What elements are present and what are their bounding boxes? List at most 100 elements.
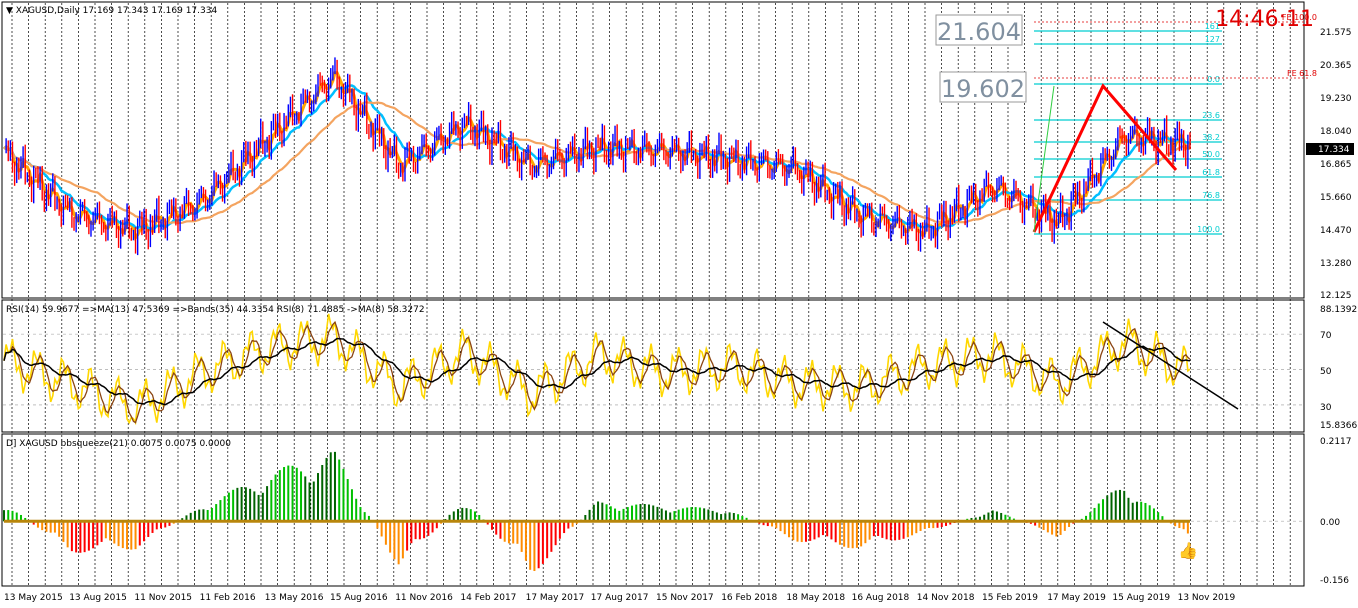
squeeze-bar — [1186, 521, 1189, 534]
squeeze-bar — [707, 509, 710, 522]
squeeze-bar — [367, 515, 370, 522]
rsi-lines — [3, 313, 1239, 426]
time-tick: 11 Feb 2016 — [200, 593, 256, 603]
squeeze-bar — [1148, 505, 1151, 522]
squeeze-bar — [406, 521, 409, 551]
squeeze-bar — [223, 496, 226, 522]
squeeze-bar — [431, 521, 434, 533]
squeeze-bar — [219, 500, 222, 522]
squeeze-bar — [830, 521, 833, 540]
period-separators — [3, 3, 1303, 585]
time-tick: 15 Aug 2019 — [1112, 593, 1170, 603]
price-tick: 16.865 — [1320, 160, 1352, 170]
squeeze-bar — [469, 509, 472, 522]
squeeze-bar — [894, 521, 897, 541]
squeeze-bar — [597, 501, 600, 522]
squeeze-bar — [113, 521, 116, 544]
squeeze-bar — [350, 489, 353, 522]
squeeze-bar — [804, 521, 807, 542]
squeeze-bar — [465, 508, 468, 522]
squeeze-bar — [533, 521, 536, 571]
squeeze-bar — [151, 521, 154, 533]
squeeze-tick: 0.2117 — [1320, 437, 1352, 447]
squeeze-bar — [15, 512, 18, 522]
squeeze-bar — [720, 514, 723, 522]
squeeze-bar — [278, 470, 281, 522]
squeeze-bar — [461, 507, 464, 522]
squeeze-bar — [236, 487, 239, 522]
time-tick: 17 May 2017 — [526, 593, 585, 603]
squeeze-bar — [1118, 489, 1121, 522]
squeeze-bar — [232, 489, 235, 522]
rsi-axis: 88.1392 70 50 30 15.8366 — [1320, 305, 1357, 431]
squeeze-bar — [1114, 490, 1117, 522]
squeeze-bar — [376, 521, 379, 529]
time-tick: 17 Aug 2017 — [591, 593, 649, 603]
thumbs-up-icon[interactable]: 👍 — [1178, 541, 1198, 560]
squeeze-bar — [643, 504, 646, 522]
squeeze-bar — [198, 509, 201, 522]
price-tick: 18.040 — [1320, 127, 1352, 137]
price-tick: 13.280 — [1320, 259, 1352, 269]
squeeze-bar — [1110, 492, 1113, 522]
squeeze-bar — [333, 451, 336, 522]
squeeze-bar — [779, 521, 782, 532]
squeeze-bar — [664, 510, 667, 522]
squeeze-bar — [134, 521, 137, 550]
squeeze-bar — [737, 514, 740, 522]
squeeze-bar — [138, 521, 141, 546]
squeeze-bar — [36, 521, 39, 528]
squeeze-bar — [605, 504, 608, 522]
fib-level-label: 23.6 — [1202, 111, 1220, 120]
squeeze-bar — [766, 521, 769, 527]
squeeze-header: D] XAGUSD bbsqueeze(21) 0.0075 0.0075 0.… — [6, 439, 231, 449]
squeeze-bar — [130, 521, 133, 550]
squeeze-bar — [626, 507, 629, 522]
squeeze-bar — [614, 508, 617, 522]
squeeze-bar — [741, 515, 744, 522]
squeeze-bar — [660, 508, 663, 522]
squeeze-bar — [809, 521, 812, 541]
squeeze-bar — [359, 507, 362, 522]
squeeze-bar — [410, 521, 413, 544]
squeeze-bar — [558, 521, 561, 539]
squeeze-bar — [588, 509, 591, 522]
squeeze-bar — [1135, 501, 1138, 522]
squeeze-bar — [62, 521, 65, 542]
squeeze-bar — [397, 521, 400, 565]
time-tick: 13 May 2015 — [4, 593, 63, 603]
squeeze-bar — [889, 521, 892, 541]
squeeze-bar — [834, 521, 837, 543]
rsi-tick: 15.8366 — [1320, 421, 1357, 431]
squeeze-bar — [826, 521, 829, 537]
squeeze-bar — [1161, 516, 1164, 522]
time-axis: 13 May 2015 13 Aug 2015 11 Nov 2015 11 Feb … — [4, 593, 1236, 603]
squeeze-bar — [495, 521, 498, 535]
rsi-tick: 30 — [1320, 403, 1332, 413]
fibonacci-levels: 161 127 0.0 23.6 38.2 50.0 61.8 76.8 100.0 — [1034, 21, 1310, 235]
time-tick: 14 Nov 2018 — [917, 593, 975, 603]
squeeze-bar — [202, 509, 205, 522]
squeeze-bar — [978, 516, 981, 522]
clock: 14:46:11 — [1215, 7, 1314, 32]
squeeze-bar — [58, 521, 61, 537]
squeeze-bar — [868, 521, 871, 540]
squeeze-bar — [215, 504, 218, 522]
squeeze-bar — [647, 504, 650, 522]
squeeze-bar — [694, 507, 697, 522]
squeeze-bar — [121, 521, 124, 549]
squeeze-bar — [677, 509, 680, 522]
squeeze-bar — [639, 504, 642, 522]
squeeze-bar — [41, 521, 44, 531]
squeeze-bar — [529, 521, 532, 570]
squeeze-bar — [860, 521, 863, 547]
squeeze-bar — [210, 507, 213, 522]
squeeze-bar — [546, 521, 549, 559]
squeeze-bar — [261, 492, 264, 522]
squeeze-bar — [936, 521, 939, 528]
squeeze-bar — [877, 521, 880, 536]
squeeze-bar — [189, 512, 192, 522]
squeeze-bar — [1144, 502, 1147, 522]
squeeze-bar — [1004, 514, 1007, 522]
